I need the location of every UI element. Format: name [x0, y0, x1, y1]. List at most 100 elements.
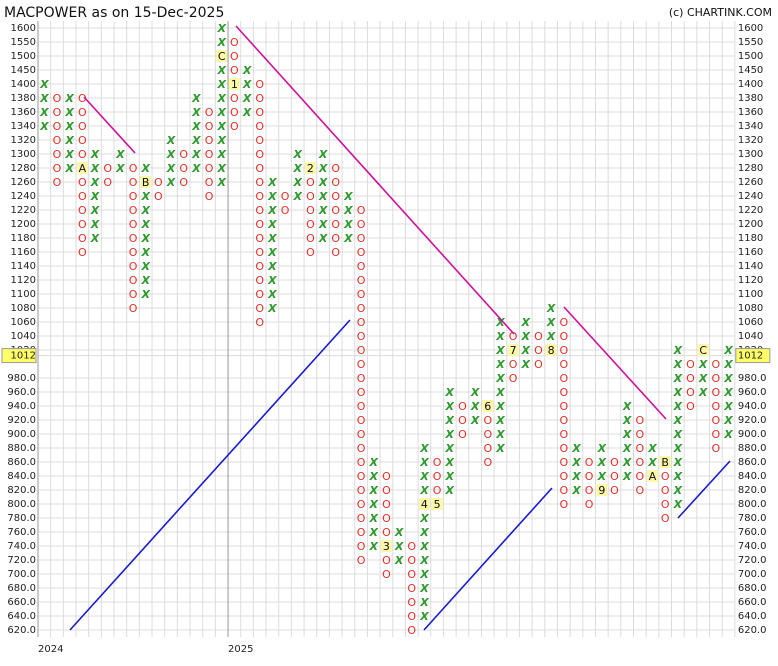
box-o: O — [179, 162, 188, 175]
box-o: O — [255, 78, 264, 91]
resistance-line — [83, 96, 136, 154]
box-o: O — [255, 204, 264, 217]
box-o: O — [53, 92, 62, 105]
box-x: X — [64, 162, 74, 175]
month-marker — [545, 344, 557, 356]
box-o: O — [255, 302, 264, 315]
y-tick-label: 1380 — [738, 93, 763, 104]
box-o: O — [357, 218, 366, 231]
y-tick-label: 700.0 — [738, 569, 767, 580]
box-o: O — [635, 484, 644, 497]
box-o: O — [255, 218, 264, 231]
box-o: O — [712, 400, 721, 413]
box-o: O — [306, 246, 315, 259]
box-x: X — [546, 302, 556, 315]
box-x: X — [597, 470, 607, 483]
box-x: X — [343, 190, 353, 203]
box-x: X — [292, 190, 302, 203]
box-o: O — [357, 344, 366, 357]
box-o: O — [433, 484, 442, 497]
month-label: 9 — [598, 484, 605, 497]
box-x: X — [647, 456, 657, 469]
y-tick-label: 1080 — [11, 303, 36, 314]
box-x: X — [191, 148, 201, 161]
box-o: O — [712, 414, 721, 427]
box-o: O — [357, 372, 366, 385]
box-o: O — [357, 302, 366, 315]
box-o: O — [407, 568, 416, 581]
month-marker — [304, 162, 316, 174]
y-tick-label: 700.0 — [7, 569, 36, 580]
box-x: X — [140, 260, 150, 273]
box-o: O — [382, 568, 391, 581]
box-o: O — [382, 526, 391, 539]
box-o: O — [559, 484, 568, 497]
box-o: O — [78, 148, 87, 161]
box-x: X — [445, 400, 455, 413]
box-x: X — [445, 386, 455, 399]
box-o: O — [331, 190, 340, 203]
box-o: O — [129, 218, 138, 231]
y-tick-label: 1240 — [738, 191, 763, 202]
box-o: O — [407, 582, 416, 595]
box-o: O — [53, 162, 62, 175]
box-o: O — [686, 358, 695, 371]
box-x: X — [571, 470, 581, 483]
month-marker — [418, 498, 430, 510]
box-o: O — [230, 64, 239, 77]
box-o: O — [129, 288, 138, 301]
box-x: X — [445, 470, 455, 483]
box-x: X — [216, 134, 226, 147]
box-o: O — [585, 456, 594, 469]
box-o: O — [483, 456, 492, 469]
box-x: X — [419, 442, 429, 455]
box-x: X — [267, 218, 277, 231]
box-x: X — [622, 456, 632, 469]
box-o: O — [357, 330, 366, 343]
box-o: O — [559, 330, 568, 343]
box-o: O — [78, 218, 87, 231]
box-x: X — [470, 414, 480, 427]
y-tick-label: 1100 — [738, 289, 763, 300]
box-x: X — [343, 204, 353, 217]
box-x: X — [597, 442, 607, 455]
y-tick-label: 1220 — [738, 205, 763, 216]
y-tick-label: 920.0 — [7, 415, 36, 426]
box-x: X — [216, 120, 226, 133]
box-x: X — [419, 484, 429, 497]
box-o: O — [306, 218, 315, 231]
y-tick-label: 1550 — [738, 37, 763, 48]
box-o: O — [255, 288, 264, 301]
box-x: X — [445, 442, 455, 455]
box-o: O — [458, 400, 467, 413]
box-x: X — [39, 106, 49, 119]
box-o: O — [129, 176, 138, 189]
box-x: X — [140, 162, 150, 175]
y-tick-label: 1450 — [11, 65, 36, 76]
month-label: 3 — [383, 540, 390, 553]
month-marker — [596, 484, 608, 496]
box-x: X — [673, 414, 683, 427]
y-tick-label: 840.0 — [738, 471, 767, 482]
month-label: 6 — [484, 400, 491, 413]
box-o: O — [433, 456, 442, 469]
box-x: X — [267, 274, 277, 287]
box-x: X — [292, 162, 302, 175]
box-x: X — [216, 176, 226, 189]
box-x: X — [39, 78, 49, 91]
y-tick-label: 1300 — [738, 149, 763, 160]
box-o: O — [331, 204, 340, 217]
box-o: O — [357, 470, 366, 483]
y-tick-label: 960.0 — [7, 387, 36, 398]
box-o: O — [483, 442, 492, 455]
box-x: X — [216, 22, 226, 35]
box-o: O — [712, 428, 721, 441]
box-x: X — [318, 218, 328, 231]
y-tick-label: 1450 — [738, 65, 763, 76]
box-o: O — [129, 246, 138, 259]
box-x: X — [445, 456, 455, 469]
box-o: O — [205, 106, 214, 119]
month-label: B — [142, 176, 150, 189]
box-x: X — [673, 456, 683, 469]
